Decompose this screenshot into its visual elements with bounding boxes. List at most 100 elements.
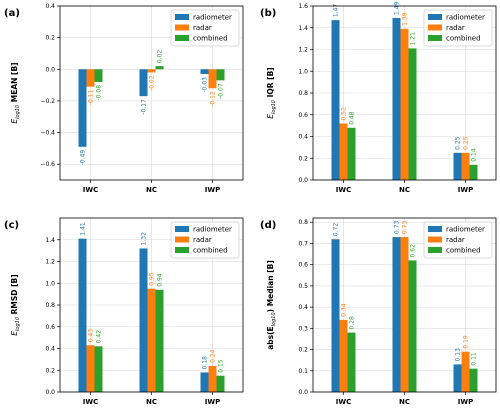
data-label-combined-iwc: 0.42 xyxy=(96,330,103,344)
bar-radar-iwc xyxy=(339,123,348,180)
data-label-combined-nc: 1.21 xyxy=(410,32,417,46)
data-label-radiometer-nc: 1.32 xyxy=(141,232,148,246)
legend-swatch-radar xyxy=(175,24,189,31)
data-label-combined-iwp: -0.07 xyxy=(218,83,225,99)
legend-swatch-radar xyxy=(175,236,189,243)
x-tick-label-iwp: IWP xyxy=(458,186,473,194)
bar-radar-iwc xyxy=(86,69,95,87)
y-tick-label: 0.7 xyxy=(298,240,308,247)
data-label-radar-nc: 1.39 xyxy=(402,12,409,26)
x-tick-label-iwc: IWC xyxy=(336,186,351,194)
y-tick-label: 0.1 xyxy=(298,368,308,375)
bar-radar-iwp xyxy=(461,351,470,392)
legend: radiometer radar combined xyxy=(423,9,493,47)
data-label-combined-iwc: 0.28 xyxy=(349,316,356,330)
legend-swatch-radiometer xyxy=(175,226,189,232)
bar-radar-iwp xyxy=(208,365,217,392)
data-label-radiometer-iwp: -0.03 xyxy=(202,77,209,93)
y-tick-label: 0.2 xyxy=(45,367,55,374)
data-label-combined-iwc: 0.48 xyxy=(349,111,356,125)
legend-swatch-combined xyxy=(428,35,442,41)
legend-label-radar: radar xyxy=(193,236,212,244)
bar-radiometer-nc xyxy=(139,69,148,97)
legend-label-radiometer: radiometer xyxy=(193,14,232,22)
data-label-radiometer-nc: 0.73 xyxy=(394,221,401,235)
data-label-radiometer-nc: 1.49 xyxy=(394,1,401,15)
y-tick-label: 0.0 xyxy=(298,177,308,184)
legend-label-radar: radar xyxy=(446,236,465,244)
legend-swatch-combined xyxy=(175,35,189,41)
data-label-radar-iwp: -0.12 xyxy=(210,91,217,107)
bar-radiometer-iwc xyxy=(331,239,340,392)
y-tick-label: 1.4 xyxy=(45,237,55,244)
y-axis-label: Elog10 MEAN [B] xyxy=(10,62,21,123)
y-tick-label: −0.4 xyxy=(40,130,55,137)
y-tick-label: 1.0 xyxy=(45,280,55,287)
bar-combined-iwc xyxy=(347,127,356,180)
legend-swatch-combined xyxy=(175,247,189,253)
y-tick-label: 0.2 xyxy=(298,347,308,354)
data-label-combined-iwp: 0.14 xyxy=(471,148,478,162)
y-tick-label: 0.6 xyxy=(298,262,308,269)
chart-panel-3: 1.41 1.32 0.18 0.43 0.95 0.24 0.42 0.94 0.15 0.0 0… xyxy=(4,217,244,406)
y-tick-label: 1.6 xyxy=(298,3,308,10)
legend-label-radar: radar xyxy=(193,24,212,32)
data-label-combined-nc: 0.02 xyxy=(157,50,164,64)
legend-label-combined: combined xyxy=(446,35,481,43)
y-tick-label: 0.3 xyxy=(298,325,308,332)
legend-label-radiometer: radiometer xyxy=(446,14,485,22)
y-tick-label: 0.2 xyxy=(45,35,55,42)
data-label-radiometer-iwc: 0.72 xyxy=(333,223,340,237)
bar-radiometer-iwc xyxy=(78,69,87,147)
bar-radiometer-iwp xyxy=(200,372,209,392)
y-tick-label: 0.0 xyxy=(298,389,308,396)
bar-radar-nc xyxy=(147,69,156,73)
y-tick-label: −0.2 xyxy=(40,98,55,105)
data-label-radar-iwc: 0.34 xyxy=(341,303,348,317)
panel-label: (c) xyxy=(4,220,19,231)
data-label-radiometer-iwc: 1.41 xyxy=(80,222,87,236)
bar-combined-iwp xyxy=(469,368,478,392)
data-label-radiometer-iwp: 0.18 xyxy=(202,356,209,370)
legend-swatch-combined xyxy=(428,247,442,253)
y-tick-label: −0.6 xyxy=(40,161,55,168)
bar-radar-iwp xyxy=(208,69,217,89)
x-tick-label-nc: NC xyxy=(146,186,157,194)
bar-radar-nc xyxy=(400,237,409,392)
legend-swatch-radar xyxy=(428,24,442,31)
y-axis-label: abs(Elog10) Median [B] xyxy=(266,260,277,350)
y-tick-label: 0.4 xyxy=(45,346,55,353)
x-tick-label-nc: NC xyxy=(399,186,410,194)
data-label-combined-nc: 0.94 xyxy=(157,273,164,287)
x-tick-label-iwc: IWC xyxy=(83,186,98,194)
y-tick-label: 0.4 xyxy=(45,3,55,10)
y-tick-label: 1.4 xyxy=(298,25,308,32)
bar-radar-iwp xyxy=(461,152,470,180)
y-axis-label: Elog10 RMSD [B] xyxy=(10,274,21,335)
y-tick-label: 1.2 xyxy=(298,47,308,54)
data-label-radar-nc: 0.95 xyxy=(149,272,156,286)
data-label-radar-iwc: 0.52 xyxy=(341,107,348,121)
x-tick-label-iwp: IWP xyxy=(205,186,220,194)
bar-combined-nc xyxy=(408,48,417,180)
legend: radiometer radar combined xyxy=(170,9,240,47)
data-label-radar-iwp: 0.24 xyxy=(210,349,217,363)
x-tick-label-iwp: IWP xyxy=(205,398,220,406)
data-label-radiometer-iwc: -0.49 xyxy=(80,150,87,166)
data-label-radar-iwc: 0.43 xyxy=(88,329,95,343)
data-label-radar-iwp: 0.25 xyxy=(463,136,470,150)
y-tick-label: 0.2 xyxy=(298,155,308,162)
y-axis-label: Elog10 IQR [B] xyxy=(266,67,277,118)
y-tick-label: 0.0 xyxy=(45,389,55,396)
data-label-radiometer-iwp: 0.13 xyxy=(455,348,462,362)
panel-label: (a) xyxy=(4,8,20,19)
legend-label-combined: combined xyxy=(193,35,228,43)
x-tick-label-iwp: IWP xyxy=(458,398,473,406)
bar-radiometer-nc xyxy=(392,237,401,392)
bar-radiometer-iwc xyxy=(78,238,87,392)
x-tick-label-iwc: IWC xyxy=(336,398,351,406)
chart-panel-2: 1.47 1.49 0.25 0.52 1.39 0.25 0.48 1.21 0.14 0.0 0… xyxy=(260,1,497,194)
data-label-radar-iwp: 0.19 xyxy=(463,335,470,349)
bar-radiometer-nc xyxy=(392,17,401,181)
